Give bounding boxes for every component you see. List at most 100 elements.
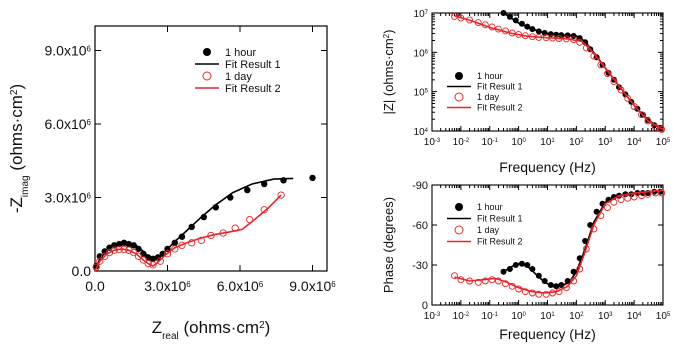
x-tick-label: 101 — [540, 137, 555, 148]
data-point-3 — [101, 252, 109, 260]
series-line-4 — [94, 194, 282, 272]
data-point-3 — [105, 248, 114, 257]
legend-marker-1 — [203, 48, 211, 56]
legend-label: 1 hour — [477, 71, 503, 81]
data-point-1 — [244, 186, 251, 194]
series-line-2 — [503, 189, 664, 288]
x-tick-label: 10-3 — [424, 311, 441, 322]
x-tick-label: 102 — [569, 311, 584, 322]
data-point-1 — [135, 245, 142, 253]
legend-label: 1 hour — [225, 47, 257, 59]
y-tick-label: 0.0 — [72, 263, 92, 279]
bode-phase-plot: 10-3 10-2 10-1 100 101 102 103 104 105 -90 -60 -30 0… — [381, 180, 671, 342]
x-axis-label: Frequency (Hz) — [499, 159, 595, 175]
x-tick-label: 10-1 — [482, 311, 499, 322]
legend-label: Fit Result 1 — [477, 82, 523, 92]
data-point-3 — [130, 248, 138, 257]
y-tick-label: 0 — [422, 300, 428, 312]
y-tick-label: 9.0x106 — [45, 43, 92, 59]
data-point-3 — [144, 259, 152, 268]
data-point-3 — [163, 250, 172, 258]
y-tick-label: 106 — [414, 48, 429, 59]
legend-label: Fit Result 2 — [477, 103, 523, 113]
legend-label: Fit Result 1 — [477, 214, 523, 224]
data-point-3 — [156, 257, 164, 265]
x-tick-label: 10-2 — [453, 137, 470, 148]
data-point-3 — [658, 125, 666, 133]
x-axis-label: Frequency (Hz) — [499, 326, 595, 342]
series-line-4 — [454, 189, 664, 294]
x-tick-label: 10-1 — [482, 137, 499, 148]
legend-label: 1 day — [225, 71, 252, 83]
x-axis-label: Zreal (ohms·cm2) — [152, 318, 271, 342]
x-tick-label: 103 — [598, 311, 613, 322]
data-point-3 — [630, 103, 638, 110]
y-tick-label: -30 — [412, 260, 428, 272]
data-point-3 — [451, 272, 458, 280]
series-line-4 — [454, 15, 664, 131]
legend-marker-1 — [455, 72, 463, 80]
y-tick-label: 3.0x106 — [45, 190, 92, 206]
data-point-3 — [277, 191, 285, 199]
x-tick-label: 104 — [627, 137, 642, 148]
bode-magnitude-plot: 10-3 10-2 10-1 100 101 102 103 104 105 104 105 106 1… — [381, 9, 671, 175]
legend-marker-3 — [454, 92, 464, 102]
x-tick-label: 10-2 — [453, 311, 470, 322]
data-point-3 — [638, 111, 645, 119]
legend-label: Fit Result 2 — [225, 83, 281, 95]
data-point-3 — [481, 277, 489, 285]
x-tick-label: 103 — [598, 137, 613, 148]
y-tick-label: 6.0x106 — [45, 116, 92, 132]
x-tick-label: 104 — [627, 311, 642, 322]
series-line-2 — [94, 177, 294, 272]
plot-frame — [94, 25, 328, 272]
y-tick-label: 107 — [414, 9, 429, 20]
data-point-1 — [178, 233, 186, 240]
y-axis-label: Phase (degrees) — [381, 197, 396, 293]
data-point-3 — [617, 86, 625, 94]
legend-marker-1 — [455, 203, 463, 211]
x-tick-label: 3.0x106 — [144, 278, 191, 294]
y-tick-label: -60 — [412, 220, 428, 232]
data-point-3 — [604, 204, 611, 212]
data-point-3 — [171, 245, 179, 253]
y-tick-label: -90 — [412, 180, 428, 192]
plot-frame — [431, 184, 664, 306]
data-point-3 — [521, 288, 529, 296]
data-point-3 — [542, 290, 550, 298]
data-point-1 — [309, 174, 316, 182]
data-point-3 — [96, 257, 104, 265]
legend-label: Fit Result 1 — [225, 59, 281, 71]
legend-label: 1 day — [477, 92, 500, 102]
y-tick-label: 105 — [414, 88, 429, 99]
y-tick-label: 104 — [414, 127, 429, 138]
x-tick-label: 6.0x106 — [217, 278, 264, 294]
x-tick-label: 100 — [511, 137, 526, 148]
x-tick-label: 102 — [569, 137, 584, 148]
data-point-3 — [134, 252, 143, 260]
legend-marker-3 — [454, 225, 464, 235]
x-tick-label: 101 — [540, 311, 555, 322]
x-tick-label: 0.0 — [85, 278, 105, 294]
data-point-3 — [466, 16, 474, 24]
data-point-3 — [624, 94, 632, 102]
x-tick-label: 105 — [656, 137, 671, 148]
x-tick-label: 100 — [511, 311, 526, 322]
data-point-3 — [630, 193, 638, 201]
legend-label: 1 day — [477, 225, 500, 235]
legend-label: Fit Result 2 — [477, 237, 523, 247]
data-point-3 — [474, 278, 482, 286]
data-point-3 — [535, 290, 543, 298]
x-tick-label: 9.0x106 — [289, 278, 336, 294]
plot-frame — [431, 12, 664, 132]
legend-label: 1 hour — [477, 202, 503, 212]
data-point-3 — [139, 256, 147, 264]
data-point-3 — [528, 289, 536, 297]
x-tick-label: 10-3 — [424, 137, 441, 148]
x-tick-label: 105 — [656, 311, 671, 322]
data-point-3 — [624, 194, 632, 202]
y-axis-label: -Zimag (ohms·cm2) — [7, 84, 31, 213]
data-point-3 — [260, 206, 268, 214]
y-axis-label: |Z| (ohms·cm2) — [381, 30, 396, 115]
